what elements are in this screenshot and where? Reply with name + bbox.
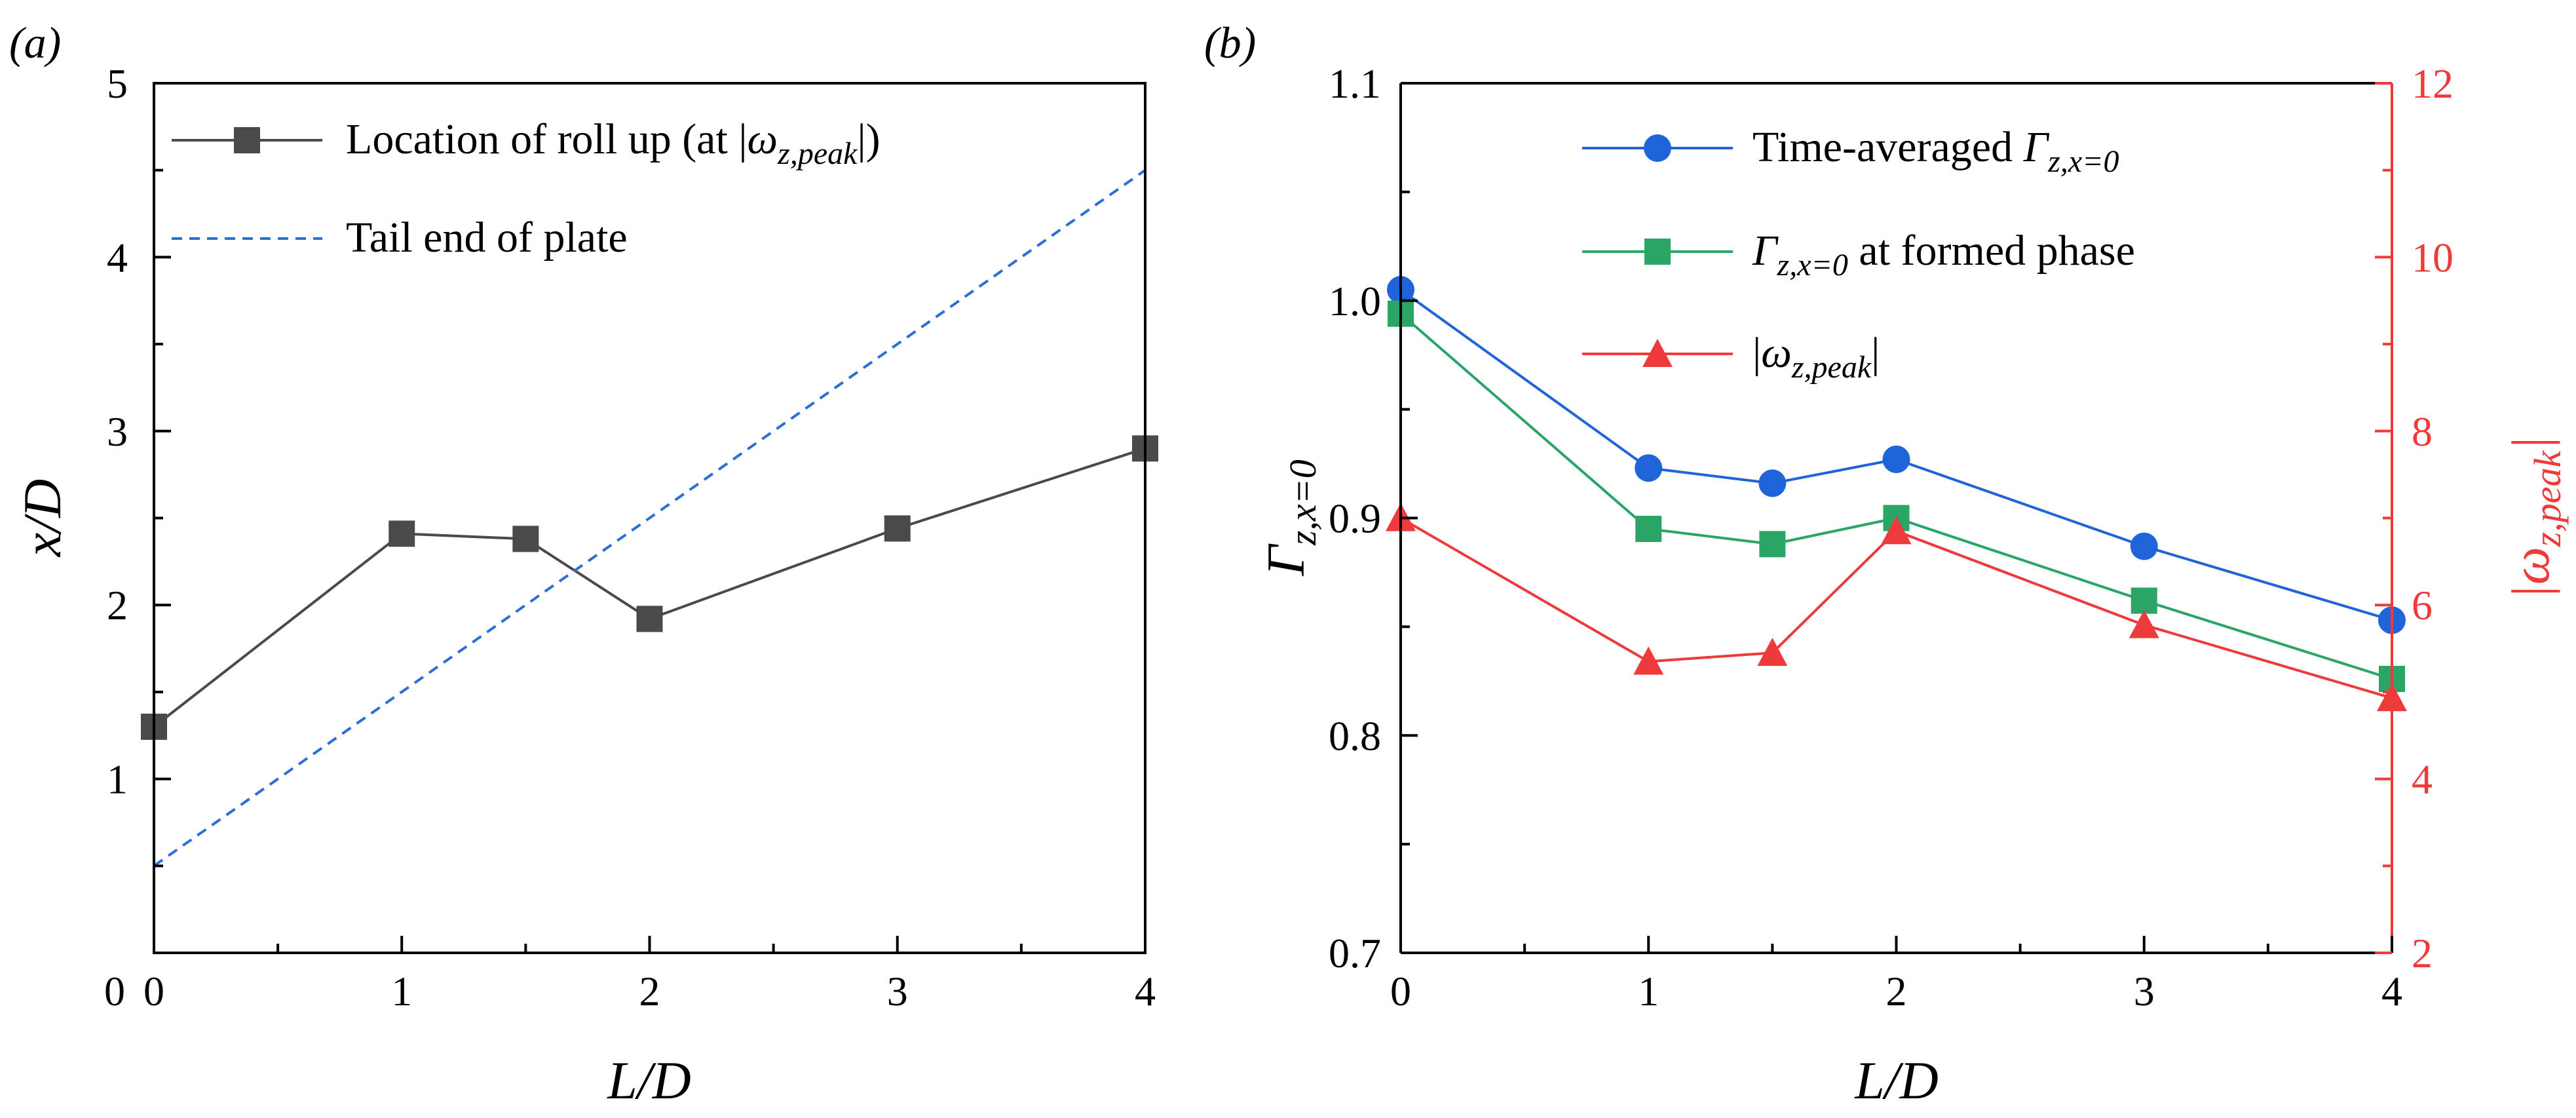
legend-square-marker: [234, 127, 260, 153]
left-y-tick-label: 0.7: [1329, 930, 1381, 976]
omega-peak-data-point: [1757, 638, 1788, 666]
panel-b-legend: Time-averaged Γz,x=0 Γz,x=0 at formed ph…: [1582, 123, 2135, 385]
x-tick-label: 2: [1886, 968, 1907, 1014]
tail-end-dashed-line: [153, 169, 1146, 867]
roll-up-data-point: [884, 515, 911, 542]
panel-a-label: (a): [9, 18, 61, 67]
legend-square-marker-green: [1644, 239, 1671, 265]
y-tick-label: 4: [107, 234, 128, 280]
panel-a-legend: Location of roll up (at |ωz,peak|) Tail …: [172, 115, 881, 261]
x-tick-label: 3: [887, 968, 908, 1014]
formed-phase-gamma-data-point: [1635, 516, 1662, 543]
x-tick-label: 1: [391, 968, 412, 1014]
time-averaged-gamma-line: [1399, 288, 2393, 622]
origin-tick-label: 0: [104, 968, 125, 1014]
right-y-tick-label: 6: [2412, 582, 2433, 628]
legend-circle-marker: [1644, 134, 1671, 162]
panel-b-right-y-axis-label: |ωz,peak|: [2501, 436, 2569, 600]
panel-b-series-layer: [1386, 276, 2407, 712]
left-y-tick-label: 1.0: [1329, 278, 1381, 324]
x-tick-label: 1: [1638, 968, 1659, 1014]
time-averaged-gamma-data-point: [1758, 469, 1787, 497]
omega-peak-data-point: [1881, 516, 1912, 545]
panel-a-y-axis-label: x/D: [12, 479, 72, 557]
roll-up-data-point: [388, 520, 415, 547]
legend-label-formed-phase: Γz,x=0 at formed phase: [1752, 227, 2135, 282]
formed-phase-gamma-data-point: [2131, 587, 2157, 614]
legend-triangle-marker: [1642, 339, 1673, 367]
formed-phase-gamma-data-point: [1759, 531, 1786, 558]
panel-b-label: (b): [1204, 18, 1256, 67]
legend-label-roll-up: Location of roll up (at |ωz,peak|): [346, 115, 881, 171]
panel-a-x-axis-label: L/D: [607, 1051, 691, 1110]
panel-a-ticks: 0 1 2 3 4 0 1 2 3 4 5: [104, 60, 1156, 1014]
y-tick-label: 2: [107, 582, 128, 628]
right-y-tick-label: 12: [2412, 60, 2453, 107]
left-y-tick-label: 0.8: [1329, 712, 1381, 759]
omega-peak-data-point: [1633, 646, 1664, 675]
right-y-tick-label: 4: [2412, 756, 2433, 803]
omega-peak-line: [1399, 516, 2393, 700]
right-y-tick-label: 10: [2412, 234, 2453, 280]
panel-a-plot: 0 1 2 3 4 0 1 2 3 4 5 L/D x/D Location of roll up …: [12, 60, 1158, 1110]
roll-up-data-point: [636, 606, 663, 632]
right-y-tick-label: 2: [2412, 930, 2433, 976]
right-y-tick-label: 8: [2412, 408, 2433, 455]
time-averaged-gamma-data-point: [1882, 445, 1910, 473]
panel-b-x-axis-label: L/D: [1854, 1051, 1939, 1110]
legend-label-omega-peak: |ωz,peak|: [1752, 329, 1880, 385]
x-tick-label: 2: [639, 968, 660, 1014]
panel-a-series-layer: [141, 169, 1158, 867]
legend-label-time-averaged: Time-averaged Γz,x=0: [1752, 123, 2119, 179]
y-tick-label: 5: [107, 60, 128, 107]
left-y-tick-label: 0.9: [1329, 495, 1381, 542]
omega-peak-data-point: [2129, 609, 2159, 638]
time-averaged-gamma-data-point: [1635, 454, 1663, 482]
x-tick-label: 0: [143, 968, 164, 1014]
formed-phase-gamma-line: [1399, 313, 2393, 680]
legend-label-tail-end: Tail end of plate: [346, 214, 628, 261]
roll-up-data-point: [512, 526, 539, 552]
roll-up-location-line: [153, 447, 1146, 728]
y-tick-label: 1: [107, 756, 128, 803]
x-tick-label: 4: [1135, 968, 1156, 1014]
x-tick-label: 4: [2381, 968, 2402, 1014]
time-averaged-gamma-data-point: [2130, 532, 2158, 560]
panel-b-left-y-axis-label: Γz,x=0: [1256, 459, 1324, 577]
x-tick-label: 3: [2134, 968, 2155, 1014]
y-tick-label: 3: [107, 408, 128, 455]
x-tick-label: 0: [1390, 968, 1411, 1014]
left-y-tick-label: 1.1: [1329, 60, 1381, 107]
